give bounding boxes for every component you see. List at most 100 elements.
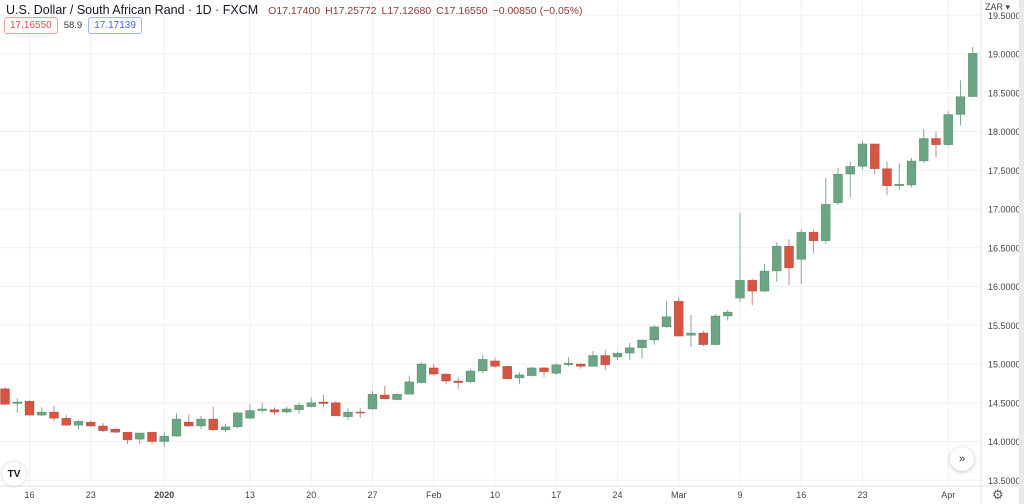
candle-body [686,332,696,336]
x-tick-label: 13 [245,490,255,500]
quote-row: 17.16550 58.9 17.17139 [4,17,142,34]
candle-down [331,401,341,417]
candle-down [747,278,757,306]
candle-up [649,325,659,345]
candle-up [465,369,476,384]
scroll-to-realtime-button[interactable]: » [950,447,974,471]
buy-price-button[interactable]: 17.17139 [88,17,142,34]
candle-body [110,428,120,433]
candle-up [478,354,488,374]
candle-up [637,339,647,359]
candle-body [747,280,757,292]
candle-up [943,111,953,147]
candle-body [355,411,365,414]
candle-down [453,377,463,389]
candle-body [98,425,108,431]
x-tick-label: 9 [737,490,742,500]
candle-body [404,381,414,395]
candle-up [588,350,598,367]
candle-up [233,412,243,429]
candle-up [196,415,206,430]
candle-body [257,408,267,411]
y-tick-label: 16.00000 [988,282,1024,292]
candle-up [551,363,561,375]
sell-price-button[interactable]: 17.16550 [4,17,58,34]
candle-body [465,370,476,383]
candle-up [661,301,672,328]
candle-up [220,423,231,433]
candle-body [698,332,708,345]
x-tick-label: 23 [857,490,867,500]
candle-up [906,157,917,188]
candle-body [612,352,623,358]
x-tick-label: 10 [490,490,500,500]
candle-body [563,362,574,366]
candle-body [539,367,549,372]
candle-body [637,339,647,348]
candle-body [796,232,806,260]
candle-up [563,357,574,367]
candle-body [306,402,316,407]
candle-body [759,270,770,292]
candle-up [404,375,414,395]
candle-body [429,367,439,375]
settings-gear-icon[interactable]: ⚙ [992,487,1004,502]
candle-body [12,401,22,404]
candle-body [416,363,427,383]
candle-body [625,347,635,354]
candle-up [367,391,378,410]
candle-body [514,374,525,379]
candle-down [122,431,133,444]
candle-up [306,397,316,408]
candle-body [710,315,721,345]
candle-up [796,229,806,285]
candle-up [257,402,267,413]
x-tick-label: 24 [612,490,622,500]
ohlc-values: O17.17400 H17.25772 L17.12680 C17.16550 … [268,5,582,17]
candle-body [808,232,819,242]
y-tick-label: 18.00000 [988,127,1024,137]
candle-body [208,418,218,431]
candle-body [870,143,880,169]
high-value: H17.25772 [325,5,377,17]
candle-up [625,343,635,361]
candle-body [37,411,47,416]
candle-up [159,432,169,447]
symbol-title[interactable]: U.S. Dollar / South African Rand · 1D · … [6,3,259,17]
candle-body [894,183,904,186]
candle-body [318,401,329,404]
x-tick-label: 16 [796,490,806,500]
candle-down [380,385,390,400]
candle-body [735,280,745,299]
candle-up [12,398,22,413]
candle-body [490,360,500,367]
candle-body [86,421,96,427]
candle-up [821,178,831,244]
x-tick-label: 27 [367,490,377,500]
candle-up [282,406,292,414]
candle-body [24,400,35,416]
candle-down [184,414,194,427]
candle-down [931,131,941,158]
candle-body [73,421,84,426]
candle-body [220,426,231,431]
candle-down [441,373,451,385]
candle-up [772,242,782,282]
chart-legend: U.S. Dollar / South African Rand · 1D · … [6,3,582,17]
candle-body [931,138,941,145]
x-tick-label: Feb [426,490,442,500]
y-tick-label: 15.00000 [988,360,1024,370]
currency-dropdown[interactable]: ZAR ▾ [985,2,1011,12]
tradingview-logo-icon[interactable]: TV [2,462,26,486]
candle-body [196,418,206,427]
candle-up [343,408,353,420]
candle-body [392,393,402,400]
candle-body [331,402,341,417]
candle-up [612,351,623,361]
spread-value: 58.9 [63,20,83,31]
x-tick-label: Mar [671,490,687,500]
y-tick-label: 14.50000 [988,398,1024,408]
x-tick-label: 23 [86,490,96,500]
candle-body [943,114,953,145]
